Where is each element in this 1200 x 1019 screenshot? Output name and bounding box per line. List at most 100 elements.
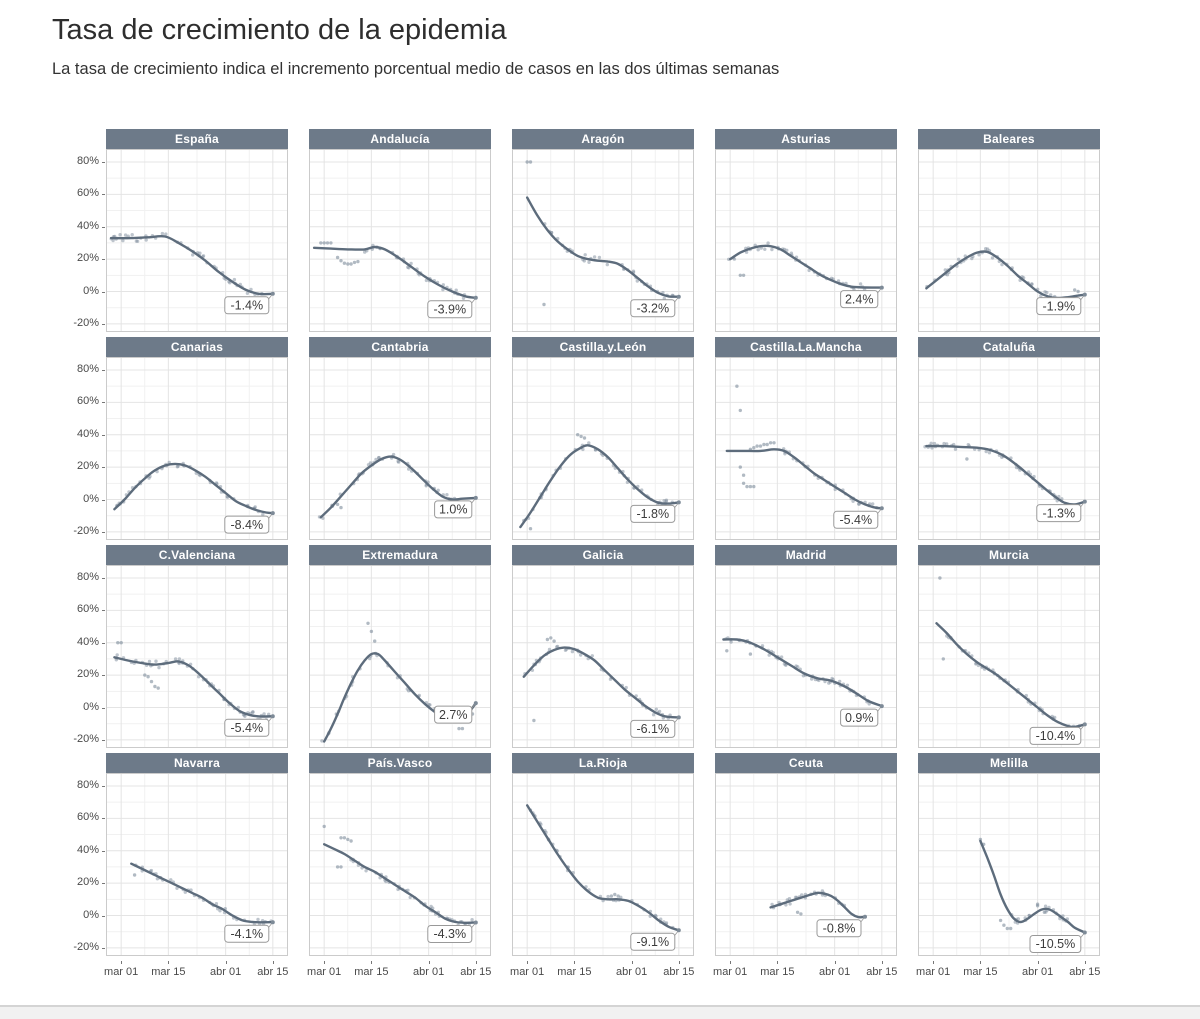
value-label: -4.1%	[224, 920, 275, 943]
x-axis-tick-label: mar 01	[104, 966, 139, 978]
x-axis-tick	[371, 961, 373, 964]
x-axis-tick-label: mar 01	[713, 966, 748, 978]
facet-plot: -3.2%	[512, 149, 694, 332]
svg-text:0.9%: 0.9%	[845, 711, 874, 725]
y-axis-tick-label: 60%	[76, 395, 99, 408]
endpoint-dot	[879, 506, 884, 511]
trend-line	[130, 862, 274, 924]
facet-plot: 1.0%	[309, 357, 491, 540]
value-label: -6.1%	[630, 715, 681, 738]
trend-line	[323, 843, 477, 925]
x-axis-tick-label: abr 15	[663, 966, 695, 978]
trend-line	[522, 646, 680, 719]
facet-panel-pa-s-vasco: País.Vasco -4.3%	[309, 753, 491, 956]
y-axis-gutter: 80% 60% 40% 20% 0% -20%	[0, 337, 106, 540]
report-header: Tasa de crecimiento de la epidemia La ta…	[0, 0, 1200, 79]
endpoint-dot	[1082, 292, 1087, 297]
x-axis-cell: mar 01 mar 15 abr 01 abr 15	[916, 961, 1100, 983]
svg-text:-0.8%: -0.8%	[823, 922, 856, 936]
facet-header: Navarra	[106, 753, 288, 773]
panel-border	[918, 149, 1100, 332]
y-axis-tick-label: 80%	[76, 154, 99, 167]
x-axis-tick	[225, 961, 227, 964]
facet-panel-madrid: Madrid 0.9%	[715, 545, 897, 748]
facet-header: Canarias	[106, 337, 288, 357]
x-axis-tick-label: abr 01	[210, 966, 242, 978]
y-axis-tick	[102, 642, 105, 644]
x-axis-tick	[834, 961, 836, 964]
facet-plot: -3.9%	[309, 149, 491, 332]
panel-border	[106, 565, 288, 748]
y-axis-tick	[102, 434, 105, 436]
y-axis-tick	[102, 739, 105, 741]
y-axis-tick-label: 60%	[76, 811, 99, 824]
facet-panel-melilla: Melilla -10.5%	[918, 753, 1100, 956]
facet-header: Extremadura	[309, 545, 491, 565]
endpoint-dot	[1082, 499, 1087, 504]
facet-plot: -5.4%	[715, 357, 897, 540]
x-axis-tick-label: mar 15	[963, 966, 998, 978]
svg-text:-3.9%: -3.9%	[433, 303, 466, 317]
y-axis-tick	[102, 818, 105, 820]
scatter-points	[938, 576, 1082, 730]
panel-border	[106, 357, 288, 540]
y-axis-gutter: 80% 60% 40% 20% 0% -20%	[0, 753, 106, 956]
svg-text:2.4%: 2.4%	[845, 292, 874, 306]
y-axis-tick	[102, 369, 105, 371]
facet-panel-navarra: Navarra -4.1%	[106, 753, 288, 956]
facet-panel-extremadura: Extremadura 2.7%	[309, 545, 491, 748]
facet-plot: -0.8%	[715, 773, 897, 956]
facet-header: Andalucía	[309, 129, 491, 149]
value-label: -1.8%	[630, 500, 681, 523]
trend-line	[109, 234, 274, 296]
panel-border	[715, 357, 897, 540]
value-label: -3.9%	[427, 295, 478, 319]
x-axis-tick	[1084, 961, 1086, 964]
gridlines	[309, 149, 491, 332]
panel-border	[918, 565, 1100, 748]
trend-line	[319, 455, 477, 519]
x-axis-tick	[324, 961, 326, 964]
facet-plot: -4.3%	[309, 773, 491, 956]
scatter-points	[735, 384, 879, 510]
x-axis-tick-label: abr 15	[866, 966, 898, 978]
y-axis-tick-label: 20%	[76, 252, 99, 265]
facet-panel-c-valenciana: C.Valenciana -5.4%	[106, 545, 288, 748]
y-axis-tick-label: -20%	[73, 732, 99, 745]
facet-row: 80% 60% 40% 20% 0% -20% España -1.4% Andalucía -3…	[0, 129, 1200, 332]
x-axis-tick	[730, 961, 732, 964]
y-axis-gutter: 80% 60% 40% 20% 0% -20%	[0, 129, 106, 332]
y-axis-tick-label: 0%	[83, 284, 99, 297]
trend-line	[519, 444, 680, 529]
svg-text:-5.4%: -5.4%	[230, 721, 263, 735]
svg-text:-8.4%: -8.4%	[230, 518, 263, 532]
x-axis-tick	[574, 961, 576, 964]
x-axis-cell: mar 01 mar 15 abr 01 abr 15	[307, 961, 491, 983]
facet-header: Baleares	[918, 129, 1100, 149]
svg-text:-5.4%: -5.4%	[839, 513, 872, 527]
gridlines	[715, 149, 897, 332]
facet-plot: 0.9%	[715, 565, 897, 748]
y-axis-tick	[102, 467, 105, 469]
facet-plot: -9.1%	[512, 773, 694, 956]
x-axis-tick-label: abr 01	[1022, 966, 1054, 978]
y-axis-tick	[102, 499, 105, 501]
endpoint-dot	[473, 701, 478, 706]
facet-plot: -5.4%	[106, 565, 288, 748]
value-label: 0.9%	[840, 704, 884, 727]
y-axis-tick	[102, 947, 105, 949]
x-axis-gutter-spacer	[0, 961, 106, 983]
gridlines	[918, 149, 1100, 332]
endpoint-dot	[270, 511, 275, 516]
page-subtitle: La tasa de crecimiento indica el increme…	[52, 60, 780, 78]
trend-line	[113, 656, 274, 718]
svg-text:-9.1%: -9.1%	[636, 935, 669, 949]
facet-panel-canarias: Canarias -8.4%	[106, 337, 288, 540]
x-axis-tick-label: abr 01	[413, 966, 445, 978]
y-axis-tick-label: -20%	[73, 940, 99, 953]
facet-panel-espa-a: España -1.4%	[106, 129, 288, 332]
endpoint-dot	[879, 285, 884, 290]
x-axis-tick	[527, 961, 529, 964]
x-axis-tick-label: mar 15	[354, 966, 389, 978]
